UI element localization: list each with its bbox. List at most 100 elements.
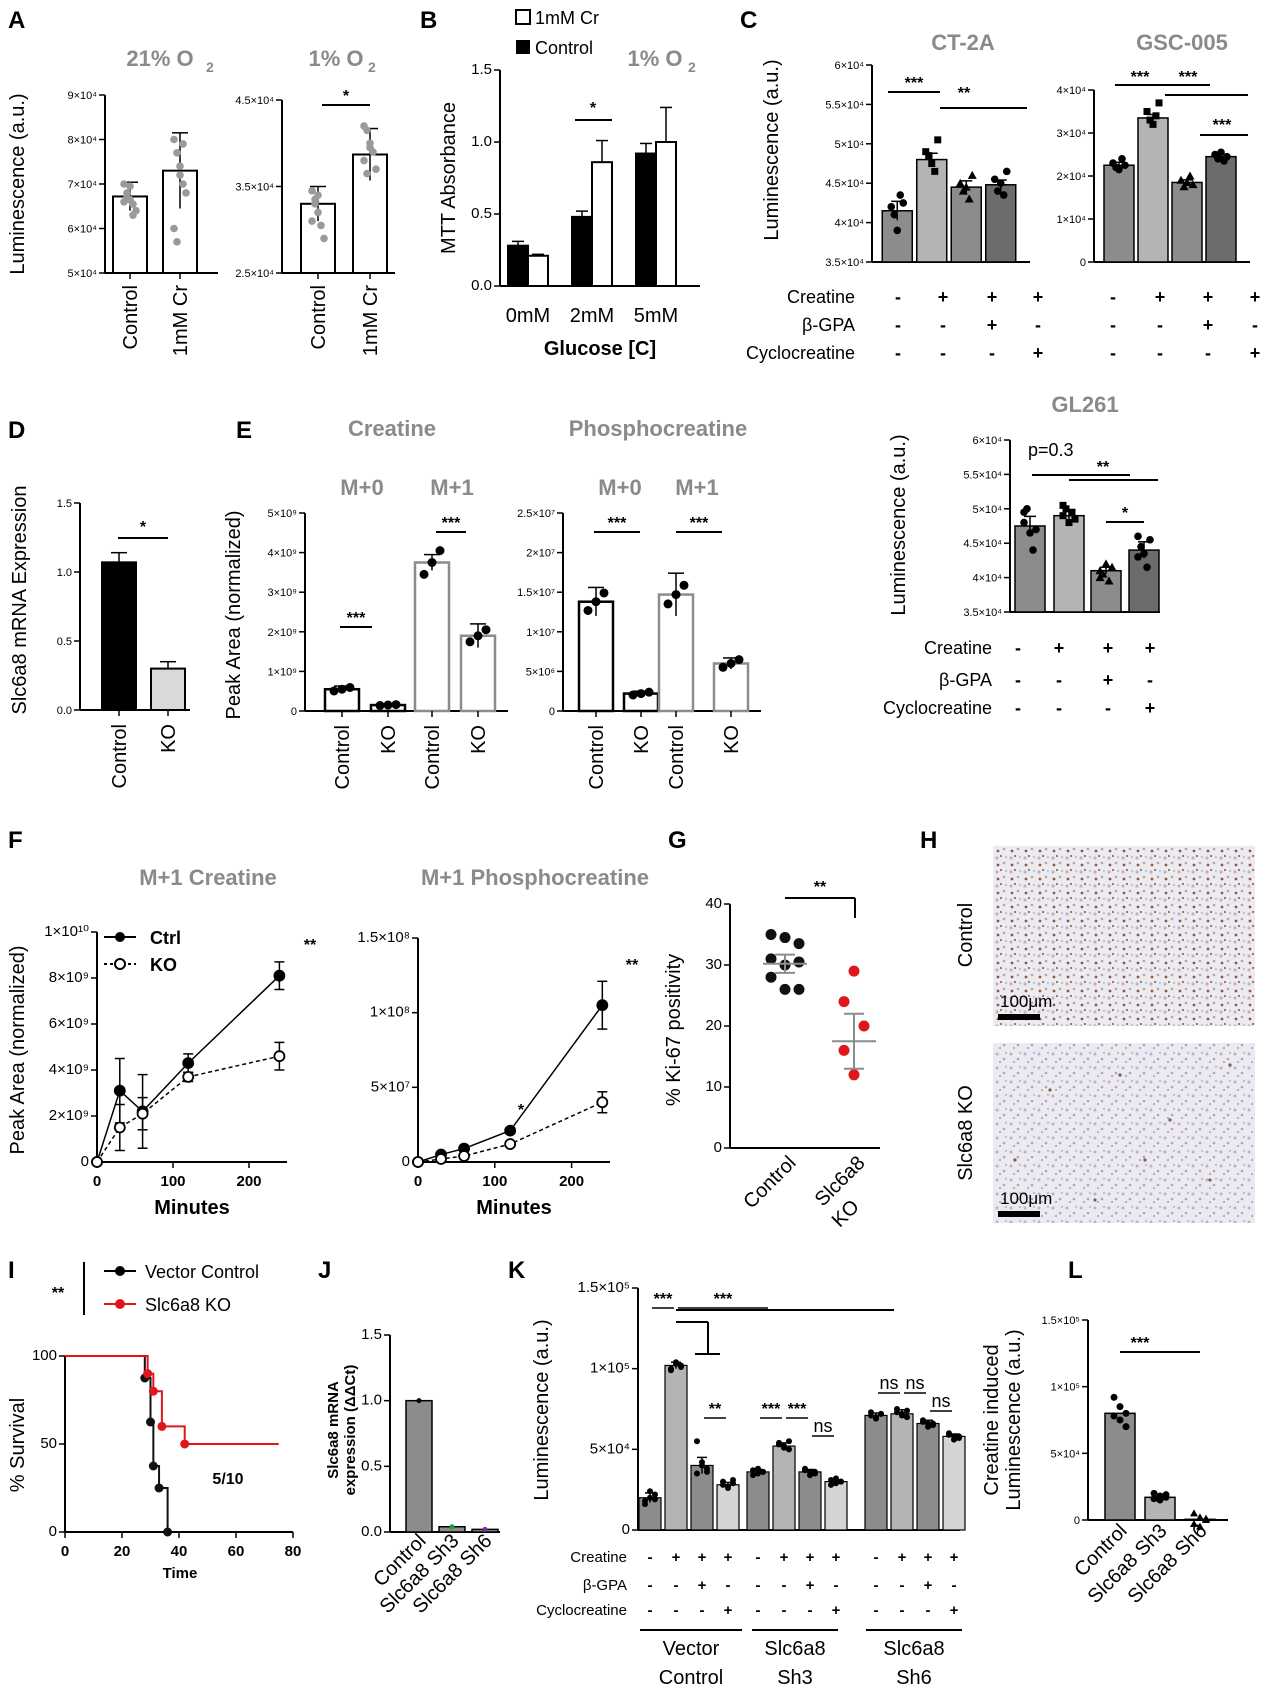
legend-swatch-control	[516, 40, 530, 54]
a2-point	[317, 221, 325, 230]
k-point	[956, 1433, 962, 1440]
i-censor-point-ko	[157, 1421, 167, 1431]
k-cond-sign: +	[950, 1549, 959, 1566]
c2-point	[1223, 152, 1231, 161]
k-point	[894, 1409, 900, 1416]
f1-point-ctrl	[273, 969, 286, 982]
e1-y-tick-label: 2×10⁹	[268, 627, 298, 639]
k-point	[786, 1446, 792, 1453]
c3-point	[1068, 508, 1076, 516]
b-bar-cr	[527, 254, 549, 287]
c-top-cond-sign: -	[940, 315, 946, 335]
c3-cond-sign: -	[1015, 670, 1021, 690]
c1-point	[925, 152, 933, 160]
f2-title: M+1 Phosphocreatine	[421, 865, 649, 890]
a1-y-tick-label: 9×10⁴	[67, 90, 97, 102]
c2-point	[1121, 161, 1129, 170]
a2-point	[360, 156, 368, 165]
e1-point	[337, 684, 347, 694]
i-censor-point-ko	[180, 1439, 190, 1449]
l-y-tick-label: 0	[1074, 1515, 1080, 1527]
b-y-tick-label: 1.5	[471, 61, 492, 78]
c3-point	[1029, 546, 1037, 554]
e1-category-label: KO	[468, 725, 490, 754]
c3-point	[1026, 529, 1034, 537]
k-cond-sign: -	[648, 1602, 653, 1619]
k-bar	[716, 1484, 740, 1531]
i-annotation: 5/10	[212, 1471, 243, 1488]
l-point	[1202, 1514, 1210, 1522]
k-point	[668, 1367, 674, 1374]
a1-y-tick-label: 8×10⁴	[67, 135, 97, 147]
a2-point	[314, 208, 322, 217]
k-group-label-line2: Control	[659, 1667, 723, 1689]
c2-point	[1146, 116, 1154, 124]
c3-title: GL261	[1051, 392, 1118, 417]
e1-y-tick-label: 1×10⁹	[268, 666, 298, 678]
c1-point	[993, 187, 1002, 195]
c3-cond-sign: -	[1015, 698, 1021, 718]
l-y-tick-label: 1.5×10⁵	[1041, 1315, 1080, 1327]
c3-point	[1146, 535, 1154, 544]
c3-y-tick-label: 6×10⁴	[972, 435, 1002, 447]
a1-point	[129, 211, 137, 219]
c-top-cond-sign: -	[1110, 287, 1116, 307]
f2-sig: *	[518, 1102, 525, 1119]
c1-y-label: Luminescence (a.u.)	[761, 59, 783, 240]
l-point	[1116, 1403, 1124, 1411]
c2-point	[1185, 171, 1195, 180]
a2-sig: *	[343, 88, 350, 105]
c-top-cond-sign: -	[1252, 315, 1258, 335]
g-point-control	[765, 929, 777, 940]
l-point	[1116, 1416, 1124, 1424]
k-point	[904, 1414, 910, 1421]
k-point	[760, 1468, 766, 1475]
b-category-label: 2mM	[570, 305, 614, 327]
i-survival-line-ko	[65, 1355, 279, 1445]
j-y-tick-label: 1.5	[361, 1326, 382, 1343]
e1-title: Creatine	[348, 416, 436, 441]
c-top-cond-sign: -	[895, 287, 901, 307]
c2-point	[1217, 148, 1225, 157]
k-sig: ns	[879, 1373, 898, 1393]
c1-point	[896, 191, 905, 199]
e2-bar	[712, 662, 750, 713]
k-point	[951, 1436, 957, 1443]
e2-y-tick-label: 2.5×10⁷	[517, 508, 555, 520]
g-point-ko	[848, 1069, 860, 1081]
i-x-label: Time	[163, 1565, 198, 1582]
f1-y-tick-label: 4×10⁹	[49, 1061, 89, 1078]
a2-y-tick-label: 4.5×10⁴	[235, 95, 274, 107]
g-category-label: Control	[739, 1152, 800, 1213]
d-category-label: KO	[158, 724, 180, 753]
k-y-tick-label: 0	[622, 1521, 630, 1538]
e1-y-label: Peak Area (normalized)	[223, 511, 245, 720]
g-point-control	[779, 932, 791, 944]
e2-point	[663, 599, 673, 609]
a1-point	[179, 140, 187, 148]
e1-y-tick-label: 4×10⁹	[268, 548, 298, 560]
c3-point	[1020, 518, 1028, 527]
k-cond-sign: -	[782, 1577, 787, 1594]
k-sig: **	[709, 1401, 722, 1418]
k-cond-sign: +	[898, 1549, 907, 1566]
panel-letter-i: I	[8, 1257, 15, 1284]
i-censor-point-vector	[146, 1417, 155, 1427]
e1-y-tick-label: 3×10⁹	[268, 587, 298, 599]
f1-point-ko	[273, 1050, 286, 1063]
c3-y-label: Luminescence (a.u.)	[888, 434, 910, 615]
j-y-tick-label: 0.5	[361, 1457, 382, 1474]
i-x-tick-label: 20	[114, 1543, 131, 1560]
c3-cond-label: Cyclocreatine	[883, 698, 992, 718]
a2-point	[366, 143, 374, 152]
a1-point	[176, 162, 184, 170]
d-y-tick-label: 1.0	[57, 567, 72, 579]
a1-point	[170, 135, 178, 144]
c-top-cond-sign: -	[1110, 343, 1116, 363]
c-top-cond-sign: +	[1203, 287, 1214, 307]
k-cond-sign: +	[698, 1577, 707, 1594]
c3-bar	[1128, 549, 1160, 613]
c1-point	[928, 160, 936, 167]
a2-point	[372, 165, 380, 173]
